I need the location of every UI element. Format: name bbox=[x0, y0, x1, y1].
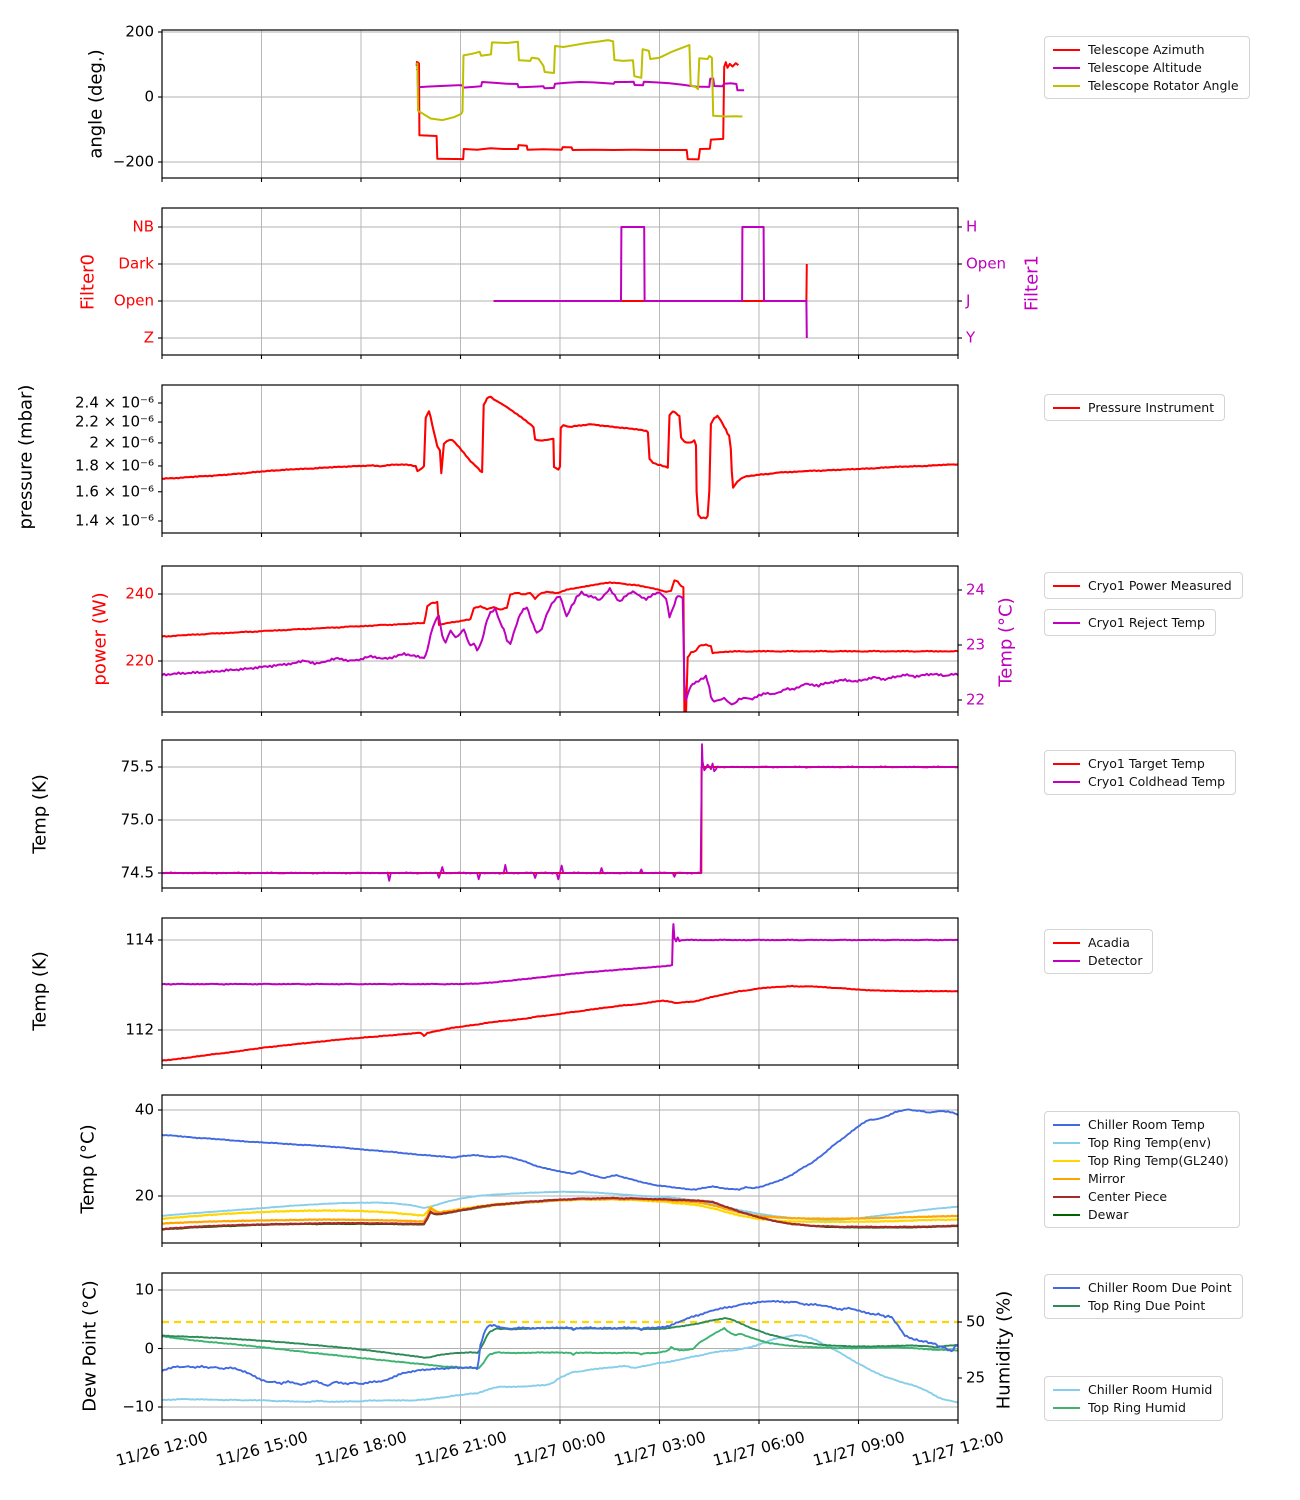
series-acadia bbox=[162, 984, 958, 1062]
series-top-ring-temp-env bbox=[162, 1190, 958, 1222]
series-cryo1-coldhead-temp bbox=[162, 743, 958, 882]
series-chiller-room-due-point bbox=[162, 1299, 958, 1387]
series-filter1-state bbox=[493, 226, 808, 339]
series-chiller-room-temp bbox=[162, 1108, 958, 1191]
panel-dew-humidity bbox=[158, 1272, 962, 1424]
series-detector bbox=[162, 923, 958, 986]
panel-detector-temp bbox=[158, 917, 959, 1069]
panel-filters bbox=[158, 207, 962, 359]
series-telescope-azimuth bbox=[415, 60, 740, 161]
series-filter0-state bbox=[493, 263, 808, 302]
panel-pressure bbox=[158, 384, 959, 537]
panel-env-temp bbox=[158, 1094, 959, 1247]
series-top-ring-humid bbox=[162, 1327, 958, 1370]
panel-cryo-power bbox=[158, 565, 962, 716]
series-cryo1-power-measured bbox=[162, 579, 958, 712]
series-center-piece bbox=[162, 1196, 958, 1231]
series-telescope-rotator-angle bbox=[415, 39, 743, 122]
panel-angle bbox=[158, 29, 959, 182]
series-cryo1-reject-temp bbox=[162, 587, 958, 706]
series-pressure-instrument bbox=[162, 395, 958, 520]
panel-cryo-temp bbox=[158, 739, 959, 892]
